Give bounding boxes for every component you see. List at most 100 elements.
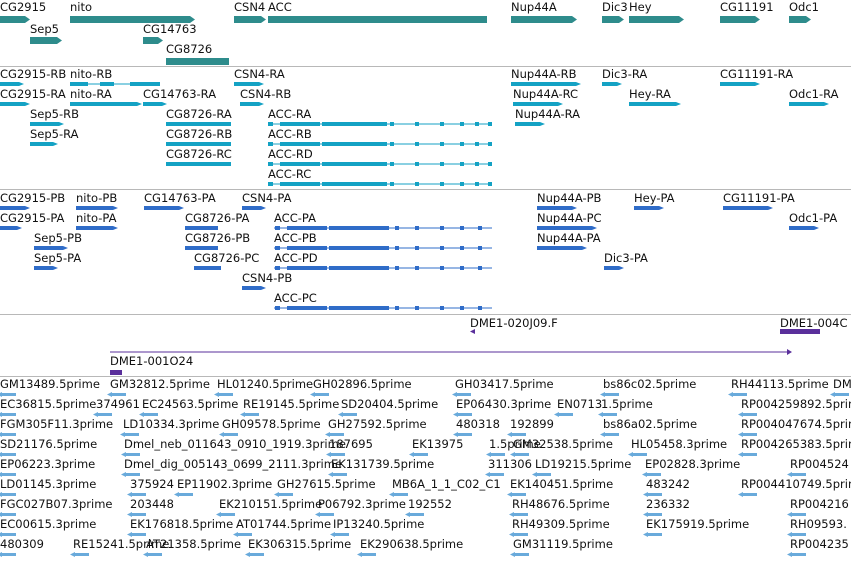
glyph-acc-ra-exon[interactable]	[488, 122, 492, 126]
glyph-acc-rb-exon[interactable]	[280, 142, 320, 146]
label-hey-ra[interactable]: Hey-RA	[629, 87, 671, 101]
label-nito[interactable]: nito	[70, 0, 93, 14]
label-187695[interactable]: 187695	[329, 437, 373, 451]
glyph-sep5-rb[interactable]	[30, 122, 59, 126]
label-gm32812-5prime[interactable]: GM32812.5prime	[110, 377, 210, 391]
label-483242[interactable]: 483242	[646, 477, 690, 491]
label-480309[interactable]: 480309	[0, 537, 44, 551]
glyph-est-61[interactable]	[648, 533, 662, 536]
label-nito-pa[interactable]: nito-PA	[76, 211, 117, 225]
glyph-est-10[interactable]	[144, 413, 158, 416]
label-at01744-5prime[interactable]: AT01744.5prime	[236, 517, 332, 531]
label-cg14763[interactable]: CG14763	[143, 22, 197, 36]
glyph-est-48[interactable]	[2, 513, 16, 516]
glyph-est-12[interactable]	[343, 413, 357, 416]
label-sep5[interactable]: Sep5	[30, 22, 59, 36]
label-dmel-dig-005143-0699-2111-3prime[interactable]: Dmel_dig_005143_0699_2111.3prime	[124, 457, 343, 471]
label-311306[interactable]: 311306	[488, 457, 532, 471]
label-gh03417-5prime[interactable]: GH03417.5prime	[455, 377, 554, 391]
glyph-est-18[interactable]	[125, 433, 139, 436]
label-hey[interactable]: Hey	[629, 0, 652, 14]
label-rp004235[interactable]: RP004235	[790, 537, 849, 551]
glyph-est-45[interactable]	[512, 493, 526, 496]
label-acc-rb[interactable]: ACC-RB	[268, 127, 312, 141]
label-cg2915-pa[interactable]: CG2915-PA	[0, 211, 65, 225]
label-375924[interactable]: 375924	[130, 477, 174, 491]
label-ek131739-5prime[interactable]: EK131739.5prime	[331, 457, 435, 471]
label-ld19215-5prime[interactable]: LD19215.5prime	[535, 457, 632, 471]
glyph-acc-rb-exon[interactable]	[415, 142, 419, 146]
glyph-est-8[interactable]	[2, 413, 16, 416]
glyph-acc-pc-exon[interactable]	[440, 306, 444, 310]
glyph-cg11191[interactable]	[720, 16, 755, 23]
glyph-dic3-ra[interactable]	[602, 82, 617, 86]
glyph-cg8726-pb[interactable]	[185, 246, 218, 250]
glyph-est-3[interactable]	[315, 393, 329, 396]
label-rp004524[interactable]: RP004524	[790, 457, 849, 471]
glyph-est-36[interactable]	[490, 473, 504, 476]
glyph-est-68[interactable]	[515, 553, 529, 556]
glyph-dic3-pa[interactable]	[604, 266, 619, 270]
label-rh44113-5prime[interactable]: RH44113.5prime	[731, 377, 829, 391]
label-cg2915-ra[interactable]: CG2915-RA	[0, 87, 66, 101]
glyph-acc-rc-exon[interactable]	[460, 182, 464, 186]
label-csn4-pa[interactable]: CSN4-PA	[242, 191, 292, 205]
label-ek175919-5prime[interactable]: EK175919.5prime	[646, 517, 750, 531]
label-acc-rc[interactable]: ACC-RC	[268, 167, 312, 181]
glyph-acc-rb-exon[interactable]	[488, 142, 492, 146]
glyph-csn4-ra[interactable]	[234, 82, 259, 86]
glyph-nup44a-pa[interactable]	[537, 246, 582, 250]
label-ep06223-3prime[interactable]: EP06223.3prime	[0, 457, 96, 471]
glyph-nup44a-pc[interactable]	[537, 226, 592, 230]
glyph-acc-pc-exon[interactable]	[329, 306, 389, 310]
glyph-est-2[interactable]	[219, 393, 233, 396]
label-nito-rb[interactable]: nito-RB	[70, 67, 113, 81]
glyph-est-67[interactable]	[362, 553, 376, 556]
label-acc-pd[interactable]: ACC-PD	[274, 251, 318, 265]
label-nup44a-rc[interactable]: Nup44A-RC	[513, 87, 579, 101]
glyph-acc-pa-exon[interactable]	[440, 226, 444, 230]
glyph-cg8726-pa[interactable]	[185, 226, 218, 230]
label-en0713[interactable]: EN0713	[557, 397, 603, 411]
glyph-est-56[interactable]	[2, 533, 16, 536]
glyph-dme1-001o24-end[interactable]	[110, 370, 122, 375]
glyph-acc-pb-exon[interactable]	[478, 246, 482, 250]
glyph-est-25[interactable]	[2, 453, 16, 456]
label-ld01145-3prime[interactable]: LD01145.3prime	[0, 477, 97, 491]
glyph-est-16[interactable]	[743, 413, 757, 416]
glyph-nup44a-rb[interactable]	[511, 82, 576, 86]
label-rh48676-5prime[interactable]: RH48676.5prime	[512, 497, 610, 511]
glyph-acc-rd-exon[interactable]	[440, 162, 444, 166]
label-rp004216[interactable]: RP004216	[790, 497, 849, 511]
label-gh27615-5prime[interactable]: GH27615.5prime	[277, 477, 376, 491]
glyph-est-34[interactable]	[126, 473, 140, 476]
glyph-est-55[interactable]	[792, 513, 806, 516]
glyph-est-5[interactable]	[605, 393, 619, 396]
glyph-cg11191-pa[interactable]	[723, 206, 768, 210]
glyph-cg14763-pa[interactable]	[144, 206, 179, 210]
glyph-nito-rb-exon[interactable]	[70, 82, 88, 86]
label-acc-ra[interactable]: ACC-RA	[268, 107, 312, 121]
glyph-acc-rd-exon[interactable]	[488, 162, 492, 166]
label-ek290638-5prime[interactable]: EK290638.5prime	[360, 537, 464, 551]
glyph-acc-pc-exon[interactable]	[478, 306, 482, 310]
label-nup44a-pc[interactable]: Nup44A-PC	[537, 211, 602, 225]
label-cg11191-pa[interactable]: CG11191-PA	[723, 191, 795, 205]
glyph-hey[interactable]	[629, 16, 679, 23]
glyph-csn4-rb[interactable]	[240, 102, 259, 106]
glyph-dic3[interactable]	[602, 16, 619, 23]
label-bs86a02-5prime[interactable]: bs86a02.5prime	[603, 417, 698, 431]
glyph-est-9[interactable]	[98, 413, 112, 416]
glyph-sep5-pb[interactable]	[34, 246, 63, 250]
label-1-5prime[interactable]: 1.5prime	[601, 397, 653, 411]
label-hl01240-5prime[interactable]: HL01240.5prime	[217, 377, 314, 391]
label-dic3-pa[interactable]: Dic3-PA	[604, 251, 648, 265]
glyph-est-15[interactable]	[603, 413, 617, 416]
label-ld10334-3prime[interactable]: LD10334.3prime	[123, 417, 220, 431]
label-sep5-pa[interactable]: Sep5-PA	[34, 251, 82, 265]
label-cg8726-pb[interactable]: CG8726-PB	[185, 231, 251, 245]
glyph-est-57[interactable]	[132, 533, 146, 536]
glyph-acc-pd-exon[interactable]	[395, 266, 399, 270]
glyph-est-0[interactable]	[2, 393, 16, 396]
label-236332[interactable]: 236332	[646, 497, 690, 511]
